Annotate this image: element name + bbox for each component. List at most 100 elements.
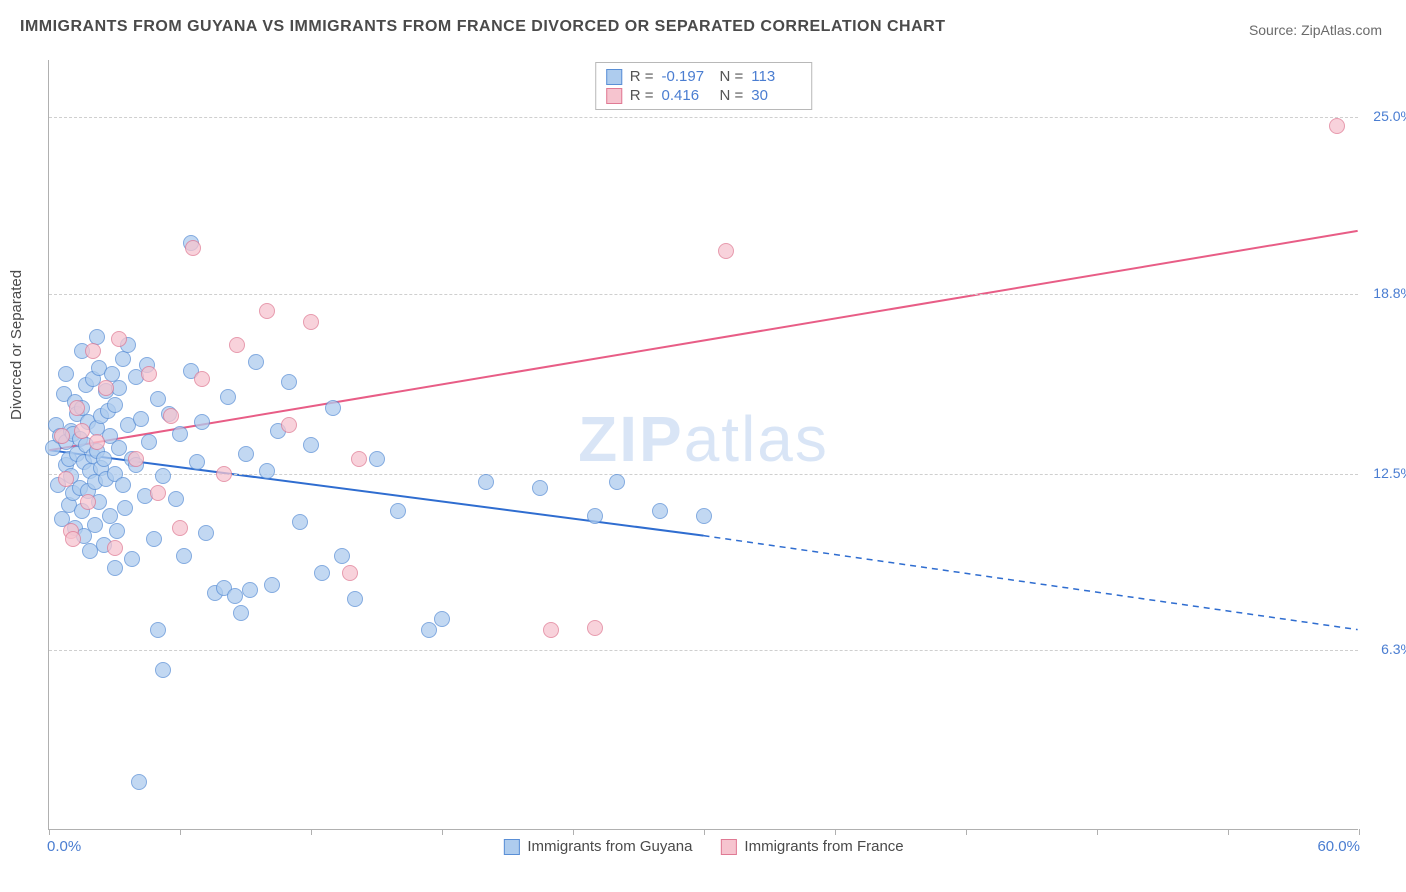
data-point-guyana — [107, 560, 123, 576]
data-point-france — [281, 417, 297, 433]
gridline-h — [49, 650, 1358, 651]
chart-title: IMMIGRANTS FROM GUYANA VS IMMIGRANTS FRO… — [20, 18, 945, 36]
legend-item-guyana: Immigrants from Guyana — [503, 838, 692, 855]
x-axis-end: 60.0% — [1317, 838, 1360, 855]
data-point-guyana — [421, 622, 437, 638]
data-point-guyana — [194, 414, 210, 430]
data-point-guyana — [58, 366, 74, 382]
data-point-guyana — [227, 588, 243, 604]
x-tick — [442, 829, 443, 835]
gridline-h — [49, 294, 1358, 295]
data-point-guyana — [87, 517, 103, 533]
data-point-guyana — [434, 611, 450, 627]
data-point-guyana — [390, 503, 406, 519]
x-tick — [835, 829, 836, 835]
x-tick — [704, 829, 705, 835]
legend-item-france: Immigrants from France — [720, 838, 903, 855]
data-point-guyana — [264, 577, 280, 593]
y-axis-label: Divorced or Separated — [8, 270, 25, 420]
data-point-france — [229, 337, 245, 353]
data-point-guyana — [131, 774, 147, 790]
data-point-guyana — [334, 548, 350, 564]
data-point-guyana — [141, 434, 157, 450]
data-point-guyana — [115, 477, 131, 493]
data-point-guyana — [314, 565, 330, 581]
data-point-france — [342, 565, 358, 581]
swatch-guyana — [606, 69, 622, 85]
data-point-guyana — [220, 389, 236, 405]
trend-lines-layer — [49, 60, 1358, 829]
trendline-france — [49, 231, 1357, 450]
y-tick-label: 12.5% — [1363, 465, 1406, 481]
data-point-guyana — [587, 508, 603, 524]
n-value-france: 30 — [751, 87, 801, 104]
data-point-guyana — [150, 391, 166, 407]
data-point-guyana — [189, 454, 205, 470]
scatter-plot-area: ZIPatlas R = -0.197 N = 113 R = 0.416 N … — [48, 60, 1358, 830]
data-point-guyana — [133, 411, 149, 427]
gridline-h — [49, 474, 1358, 475]
x-tick — [966, 829, 967, 835]
legend-row-guyana: R = -0.197 N = 113 — [606, 67, 802, 86]
data-point-france — [194, 371, 210, 387]
r-value-france: 0.416 — [662, 87, 712, 104]
data-point-france — [216, 466, 232, 482]
data-point-guyana — [478, 474, 494, 490]
data-point-france — [65, 531, 81, 547]
data-point-guyana — [233, 605, 249, 621]
x-axis-start: 0.0% — [47, 838, 81, 855]
data-point-france — [150, 485, 166, 501]
data-point-guyana — [303, 437, 319, 453]
data-point-guyana — [652, 503, 668, 519]
r-value-guyana: -0.197 — [662, 68, 712, 85]
data-point-guyana — [124, 551, 140, 567]
trendline-guyana-extrapolated — [704, 536, 1358, 630]
source-attribution: Source: ZipAtlas.com — [1249, 22, 1382, 38]
legend-row-france: R = 0.416 N = 30 — [606, 86, 802, 105]
data-point-france — [163, 408, 179, 424]
data-point-guyana — [155, 662, 171, 678]
data-point-guyana — [238, 446, 254, 462]
n-value-guyana: 113 — [751, 68, 801, 85]
data-point-france — [259, 303, 275, 319]
series-legend: Immigrants from Guyana Immigrants from F… — [503, 838, 903, 855]
data-point-france — [543, 622, 559, 638]
data-point-guyana — [609, 474, 625, 490]
data-point-guyana — [172, 426, 188, 442]
data-point-guyana — [292, 514, 308, 530]
data-point-guyana — [102, 508, 118, 524]
data-point-france — [74, 423, 90, 439]
x-tick — [1097, 829, 1098, 835]
data-point-guyana — [248, 354, 264, 370]
data-point-france — [1329, 118, 1345, 134]
data-point-france — [98, 380, 114, 396]
x-tick — [49, 829, 50, 835]
data-point-guyana — [198, 525, 214, 541]
x-tick — [311, 829, 312, 835]
data-point-guyana — [696, 508, 712, 524]
data-point-guyana — [115, 351, 131, 367]
data-point-guyana — [242, 582, 258, 598]
data-point-guyana — [117, 500, 133, 516]
correlation-legend: R = -0.197 N = 113 R = 0.416 N = 30 — [595, 62, 813, 110]
data-point-guyana — [325, 400, 341, 416]
y-tick-label: 6.3% — [1363, 641, 1406, 657]
data-point-france — [185, 240, 201, 256]
data-point-guyana — [176, 548, 192, 564]
data-point-france — [172, 520, 188, 536]
y-tick-label: 25.0% — [1363, 108, 1406, 124]
swatch-guyana-bottom — [503, 839, 519, 855]
x-tick — [1359, 829, 1360, 835]
data-point-france — [85, 343, 101, 359]
y-tick-label: 18.8% — [1363, 285, 1406, 301]
data-point-france — [141, 366, 157, 382]
data-point-guyana — [96, 451, 112, 467]
data-point-france — [351, 451, 367, 467]
data-point-france — [587, 620, 603, 636]
data-point-guyana — [109, 523, 125, 539]
data-point-guyana — [107, 397, 123, 413]
x-tick — [1228, 829, 1229, 835]
data-point-guyana — [155, 468, 171, 484]
swatch-france-bottom — [720, 839, 736, 855]
data-point-guyana — [168, 491, 184, 507]
